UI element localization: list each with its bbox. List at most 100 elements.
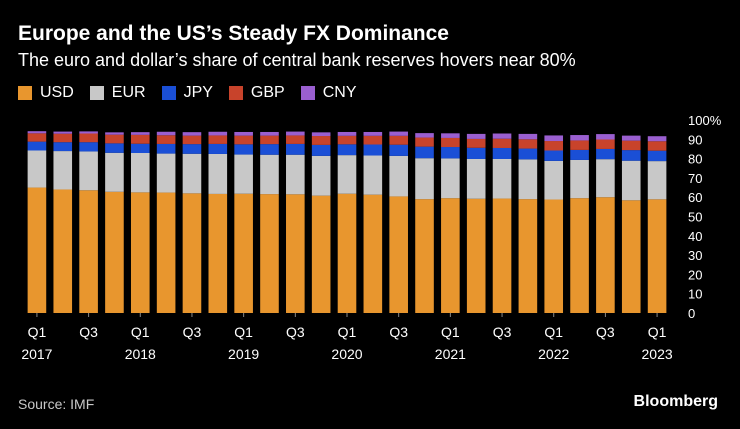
bar-segment-cny bbox=[53, 131, 73, 134]
legend-label-jpy: JPY bbox=[183, 84, 213, 101]
x-tick-label: Q3 bbox=[79, 324, 98, 340]
bar-segment-usd bbox=[596, 197, 615, 313]
y-tick-label: 50 bbox=[688, 210, 702, 225]
y-tick-label: 0 bbox=[688, 306, 695, 321]
bar-segment-cny bbox=[79, 131, 98, 134]
bar-segment-gbp bbox=[156, 135, 176, 144]
bar-segment-jpy bbox=[647, 150, 667, 162]
legend-label-eur: EUR bbox=[111, 84, 146, 101]
x-tick-year: 2018 bbox=[125, 346, 156, 362]
bar-segment-jpy bbox=[518, 148, 538, 160]
bar-segment-eur bbox=[415, 158, 434, 200]
bar-segment-jpy bbox=[79, 142, 98, 152]
y-tick-label: 20 bbox=[688, 267, 702, 282]
bar-segment-cny bbox=[441, 133, 460, 138]
x-tick-label: Q3 bbox=[286, 324, 305, 340]
bar-segment-usd bbox=[492, 198, 512, 313]
legend-label-cny: CNY bbox=[322, 84, 357, 101]
legend: USD EUR JPY GBP CNY bbox=[18, 84, 356, 102]
x-tick-label: Q3 bbox=[596, 324, 615, 340]
x-tick-label: Q3 bbox=[493, 324, 512, 340]
bar-segment-eur bbox=[311, 155, 331, 196]
bar-segment-usd bbox=[389, 196, 408, 313]
bar-segment-gbp bbox=[466, 138, 486, 148]
bar-segment-jpy bbox=[415, 146, 434, 159]
x-tick-label: Q1 bbox=[131, 324, 150, 340]
bar-segment-usd bbox=[208, 193, 228, 313]
bar-segment-eur bbox=[647, 161, 667, 200]
x-tick-year: 2020 bbox=[331, 346, 362, 362]
bar-segment-cny bbox=[182, 132, 202, 136]
source-note: Source: IMF bbox=[18, 396, 95, 412]
legend-swatch-eur bbox=[89, 86, 104, 100]
bar-segment-cny bbox=[311, 132, 331, 137]
legend-swatch-usd bbox=[18, 86, 32, 100]
bar-segment-eur bbox=[260, 154, 279, 195]
bar-segment-jpy bbox=[53, 142, 73, 152]
bar-segment-eur bbox=[518, 159, 538, 200]
x-tick-year: 2021 bbox=[435, 346, 466, 362]
bar-segment-jpy bbox=[260, 144, 279, 155]
x-tick-label: Q1 bbox=[338, 324, 357, 340]
bar-segment-gbp bbox=[621, 140, 641, 151]
bar-segment-gbp bbox=[415, 137, 434, 147]
y-tick-label: 30 bbox=[688, 248, 702, 263]
bar-segment-usd bbox=[53, 189, 73, 313]
bar-segment-gbp bbox=[311, 136, 331, 145]
bar-segment-jpy bbox=[156, 143, 176, 154]
bar-segment-jpy bbox=[621, 150, 641, 161]
bar-segment-cny bbox=[208, 131, 228, 136]
bar-segment-eur bbox=[234, 154, 253, 194]
bar-segment-eur bbox=[492, 158, 512, 199]
bar-segment-cny bbox=[544, 135, 564, 142]
bar-segment-cny bbox=[363, 131, 383, 136]
bar-segment-cny bbox=[647, 136, 667, 142]
bar-segment-jpy bbox=[208, 143, 228, 154]
bar-segment-jpy bbox=[492, 147, 512, 159]
bar-segment-usd bbox=[79, 190, 98, 313]
x-tick-label: Q3 bbox=[389, 324, 408, 340]
bar-segment-usd bbox=[182, 193, 202, 313]
bar-segment-cny bbox=[389, 131, 408, 136]
bar-segment-gbp bbox=[182, 135, 202, 145]
bar-segment-eur bbox=[363, 155, 383, 195]
bar-segment-usd bbox=[27, 187, 47, 313]
bar-segment-usd bbox=[311, 195, 331, 313]
bar-segment-eur bbox=[389, 155, 408, 197]
legend-item-usd: USD bbox=[18, 84, 74, 102]
bar-segment-usd bbox=[570, 198, 589, 313]
bar-segment-usd bbox=[621, 200, 641, 313]
bar-segment-usd bbox=[518, 199, 538, 313]
bar-segment-cny bbox=[105, 132, 124, 135]
bar-segment-cny bbox=[415, 133, 434, 138]
bar-segment-gbp bbox=[492, 138, 512, 148]
x-tick-label: Q1 bbox=[28, 324, 47, 340]
y-tick-label: 70 bbox=[688, 171, 702, 186]
bar-segment-eur bbox=[621, 160, 641, 201]
bar-segment-usd bbox=[415, 199, 434, 313]
x-tick-label: Q1 bbox=[234, 324, 253, 340]
y-tick-label: 90 bbox=[688, 132, 702, 147]
bar-segment-eur bbox=[596, 159, 615, 198]
bar-segment-gbp bbox=[441, 137, 460, 148]
bar-segment-cny bbox=[570, 135, 589, 141]
bar-segment-gbp bbox=[596, 139, 615, 149]
bar-segment-eur bbox=[466, 158, 486, 199]
bar-segment-usd bbox=[286, 194, 305, 313]
bar-segment-jpy bbox=[466, 147, 486, 159]
bar-segment-eur bbox=[79, 151, 98, 191]
x-tick-year: 2017 bbox=[21, 346, 52, 362]
bar-segment-gbp bbox=[389, 135, 408, 145]
bar-segment-usd bbox=[130, 192, 150, 314]
bar-segment-gbp bbox=[647, 141, 667, 151]
bar-segment-gbp bbox=[234, 135, 253, 145]
bar-segment-eur bbox=[182, 153, 202, 194]
bar-segment-gbp bbox=[286, 135, 305, 144]
bar-segment-cny bbox=[27, 131, 47, 134]
bar-segment-usd bbox=[234, 193, 253, 313]
legend-swatch-jpy bbox=[161, 86, 176, 100]
bar-segment-gbp bbox=[363, 135, 383, 145]
bar-segment-usd bbox=[337, 193, 357, 313]
bar-segment-cny bbox=[337, 131, 357, 136]
